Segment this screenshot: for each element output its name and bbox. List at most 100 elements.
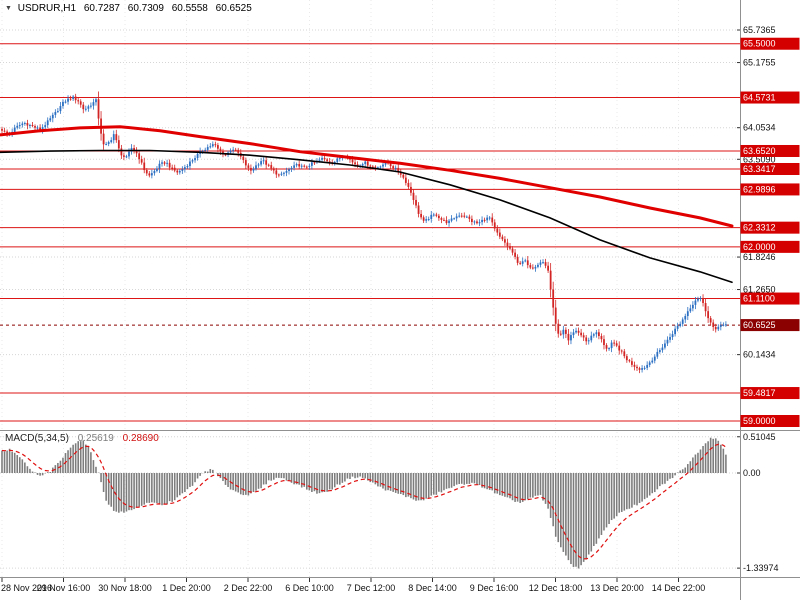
candle-body — [295, 164, 298, 166]
time-axis-label: 30 Nov 18:00 — [98, 583, 152, 593]
candle-body — [244, 160, 247, 166]
candle-body — [572, 332, 575, 336]
candle-body — [196, 153, 199, 159]
candle-body — [64, 101, 67, 103]
candle-body — [204, 149, 207, 151]
price-axis-label: 65.1755 — [743, 58, 776, 68]
candle-body — [206, 147, 209, 150]
candle-body — [374, 166, 377, 168]
candle-body — [412, 192, 415, 200]
candle-body — [293, 165, 295, 168]
macd-axis-label: 0.00 — [743, 468, 761, 478]
candle-body — [519, 262, 522, 264]
candle-body — [18, 125, 21, 127]
price-level-tag — [740, 221, 800, 234]
candle-body — [397, 167, 400, 172]
candle-body — [620, 350, 623, 352]
candle-body — [186, 166, 189, 168]
candle-body — [529, 265, 532, 268]
candle-body — [582, 335, 585, 338]
candle-body — [674, 328, 676, 335]
candle-body — [448, 220, 450, 224]
candle-body — [369, 165, 372, 167]
price-level-tag-label: 63.6520 — [743, 146, 776, 156]
candle-body — [128, 151, 130, 157]
price-level-tag-label: 59.4817 — [743, 388, 776, 398]
candle-body — [465, 216, 468, 218]
candle-body — [549, 270, 552, 290]
candle-body — [491, 217, 494, 223]
price-axis-label: 64.0534 — [743, 123, 776, 133]
candle-body — [110, 140, 113, 143]
price-level-tag — [740, 91, 800, 104]
candle-body — [669, 337, 671, 340]
candle-body — [326, 159, 329, 162]
candle-body — [504, 239, 506, 243]
candle-body — [702, 297, 704, 304]
candle-body — [153, 170, 156, 174]
price-axis-label: 60.1434 — [743, 350, 776, 360]
candle-body — [69, 98, 72, 100]
macd-main-value: 0.25619 — [77, 433, 114, 444]
candle-body — [646, 364, 649, 368]
price-level-tag — [740, 292, 800, 305]
candle-body — [229, 150, 232, 153]
candle-body — [168, 162, 171, 168]
candle-body — [280, 173, 283, 175]
candle-body — [562, 329, 565, 335]
candle-body — [120, 148, 123, 156]
price-level-tag-label: 65.5000 — [743, 39, 776, 49]
candle-body — [628, 360, 631, 362]
candle-body — [544, 262, 547, 266]
ma-black-line — [0, 149, 733, 284]
candle-body — [496, 228, 499, 233]
candle-body — [361, 164, 364, 166]
time-axis-label: 28 Nov 2016 — [1, 583, 52, 593]
candle-body — [615, 343, 618, 346]
candle-body — [598, 332, 600, 337]
price-axis-label: 61.2650 — [743, 285, 776, 295]
candle-body — [102, 133, 105, 145]
candle-body — [16, 125, 19, 128]
candle-body — [84, 108, 87, 110]
candle-body — [201, 150, 204, 152]
candle-body — [506, 242, 509, 247]
candle-body — [570, 335, 572, 341]
time-axis-label: 14 Dec 22:00 — [652, 583, 706, 593]
candle-body — [486, 217, 489, 221]
candle-body — [143, 162, 146, 171]
candle-body — [166, 162, 168, 164]
candle-body — [265, 160, 268, 165]
candle-body — [531, 267, 534, 269]
candle-body — [524, 260, 527, 262]
candle-body — [219, 148, 222, 152]
candle-body — [257, 164, 260, 166]
candle-body — [379, 166, 382, 168]
candle-body — [592, 334, 595, 336]
candle-body — [656, 351, 659, 357]
candle-body — [719, 325, 722, 327]
candle-body — [21, 123, 24, 126]
candle-body — [310, 162, 313, 166]
candle-body — [275, 170, 278, 175]
ohlc-close-value: 60.6525 — [215, 3, 252, 14]
macd-header: MACD(5,34,5) 0.25619 0.28690 — [5, 433, 165, 444]
candle-body — [511, 248, 514, 253]
candle-body — [13, 127, 16, 132]
candle-body — [402, 174, 405, 178]
candle-body — [272, 168, 275, 171]
candle-body — [62, 101, 64, 107]
symbol-collapse-icon[interactable]: ▼ — [5, 5, 12, 12]
candle-body — [107, 142, 110, 144]
candle-body — [74, 96, 77, 101]
candle-body — [133, 147, 135, 151]
candle-body — [633, 364, 636, 367]
candle-body — [671, 334, 674, 338]
candle-body — [161, 162, 163, 164]
macd-axis-label: -1.33974 — [743, 563, 779, 573]
candle-body — [686, 311, 689, 317]
candle-body — [425, 219, 428, 221]
candle-body — [255, 165, 257, 169]
candle-body — [478, 222, 481, 224]
